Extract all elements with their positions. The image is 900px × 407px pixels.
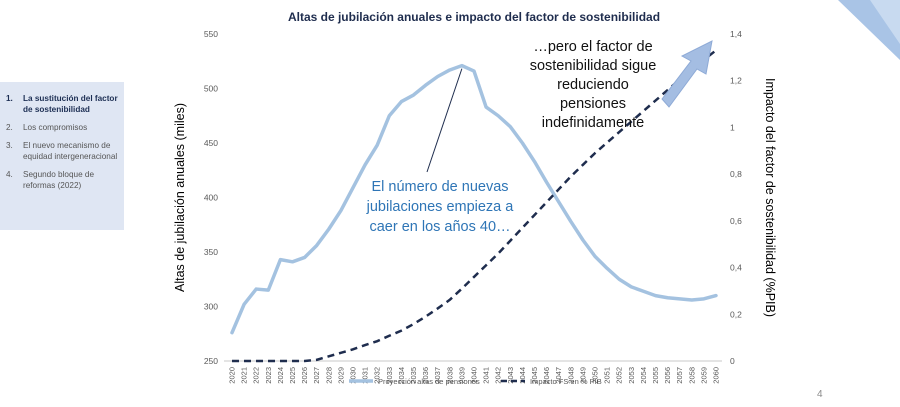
x-tick-label: 2049 [578, 367, 587, 384]
agenda-item[interactable]: 4. Segundo bloque de reformas (2022) [6, 169, 120, 191]
y-tick-label: 300 [204, 302, 218, 312]
y2-tick-label: 0,8 [730, 169, 742, 179]
x-tick-label: 2024 [276, 367, 285, 384]
x-tick-label: 2031 [361, 367, 370, 384]
annotation-text: caer en los años 40… [369, 219, 510, 235]
x-tick-label: 2045 [530, 367, 539, 384]
x-tick-label: 2055 [651, 367, 660, 384]
annotation-text: sostenibilidad sigue [530, 58, 657, 74]
x-tick-label: 2048 [566, 367, 575, 384]
page-number: 4 [817, 389, 823, 400]
x-tick-label: 2021 [240, 367, 249, 384]
agenda-item-label: El nuevo mecanismo de equidad intergener… [23, 141, 118, 161]
x-tick-label: 2060 [712, 367, 721, 384]
annotation-text: reduciendo [557, 77, 629, 93]
x-tick-label: 2030 [349, 367, 358, 384]
x-tick-label: 2043 [506, 367, 515, 384]
chart-title: Altas de jubilación anuales e impacto de… [288, 10, 660, 24]
y-tick-label: 550 [204, 29, 218, 39]
y-tick-label: 350 [204, 247, 218, 257]
agenda-item-number: 2. [6, 123, 13, 132]
x-tick-label: 2046 [542, 367, 551, 384]
x-tick-label: 2036 [421, 367, 430, 384]
x-tick-label: 2054 [639, 367, 648, 384]
corner-decoration-light [870, 0, 900, 44]
legend-label: Impacto FS en % PIB [530, 377, 602, 386]
x-tick-label: 2026 [300, 367, 309, 384]
x-tick-label: 2032 [373, 367, 382, 384]
x-tick-label: 2037 [433, 367, 442, 384]
y2-tick-label: 0,4 [730, 263, 742, 273]
y2-tick-label: 1 [730, 122, 735, 132]
y-tick-label: 400 [204, 193, 218, 203]
series-line-altas [230, 63, 718, 335]
x-tick-label: 2053 [627, 367, 636, 384]
x-tick-label: 2051 [603, 367, 612, 384]
x-tick-label: 2044 [518, 367, 527, 384]
annotation-pointer [426, 68, 463, 173]
y2-tick-label: 1,4 [730, 29, 742, 39]
x-tick-label: 2042 [494, 367, 503, 384]
x-tick-label: 2057 [675, 367, 684, 384]
y2-tick-label: 0,2 [730, 309, 742, 319]
x-tick-label: 2025 [288, 367, 297, 384]
x-tick-label: 2052 [615, 367, 624, 384]
y2-tick-label: 0,6 [730, 216, 742, 226]
x-tick-label: 2035 [409, 367, 418, 384]
x-tick-label: 2022 [252, 367, 261, 384]
agenda-item-number: 3. [6, 141, 13, 150]
agenda-sidebar: 1. La sustitución del factor de sostenib… [0, 82, 124, 230]
y-axis-title: Altas de jubilación anuales (miles) [173, 103, 187, 292]
x-tick-label: 2040 [470, 367, 479, 384]
agenda-item-number: 1. [6, 94, 13, 103]
x-tick-label: 2020 [228, 367, 237, 384]
x-tick-label: 2033 [385, 367, 394, 384]
x-tick-label: 2039 [457, 367, 466, 384]
annotation-text: pensiones [560, 96, 626, 112]
annotation-text: …pero el factor de [533, 39, 652, 55]
trend-arrow-icon [661, 40, 713, 108]
x-tick-label: 2023 [264, 367, 273, 384]
x-tick-label: 2041 [482, 367, 491, 384]
agenda-list: 1. La sustitución del factor de sostenib… [0, 82, 124, 191]
series-line-impacto [232, 49, 717, 363]
y2-tick-label: 1,2 [730, 76, 742, 86]
x-tick-label: 2029 [336, 367, 345, 384]
y-tick-label: 450 [204, 138, 218, 148]
agenda-item-label: Los compromisos [23, 123, 88, 132]
y2-tick-label: 0 [730, 356, 735, 366]
annotation-text: jubilaciones empieza a [366, 199, 515, 215]
agenda-item-label: Segundo bloque de reformas (2022) [23, 170, 95, 190]
annotation-text: indefinidamente [542, 115, 644, 131]
y-tick-label: 500 [204, 84, 218, 94]
agenda-item[interactable]: 2. Los compromisos [6, 122, 120, 133]
y-tick-label: 250 [204, 356, 218, 366]
annotation-text: El número de nuevas [371, 179, 508, 195]
legend-label: Proyección altas de pensiones [378, 377, 480, 386]
x-tick-label: 2058 [687, 367, 696, 384]
agenda-item-number: 4. [6, 170, 13, 179]
x-tick-label: 2056 [663, 367, 672, 384]
agenda-item[interactable]: 3. El nuevo mecanismo de equidad interge… [6, 140, 120, 162]
y2-axis-title: Impacto del factor de sostenibilidad (%P… [763, 78, 777, 317]
agenda-item-label: La sustitución del factor de sostenibili… [23, 94, 118, 114]
x-tick-label: 2047 [554, 367, 563, 384]
x-tick-label: 2028 [324, 367, 333, 384]
x-tick-label: 2034 [397, 367, 406, 384]
x-tick-label: 2038 [445, 367, 454, 384]
x-tick-label: 2027 [312, 367, 321, 384]
x-tick-label: 2050 [591, 367, 600, 384]
x-tick-label: 2059 [699, 367, 708, 384]
agenda-item[interactable]: 1. La sustitución del factor de sostenib… [6, 93, 120, 115]
